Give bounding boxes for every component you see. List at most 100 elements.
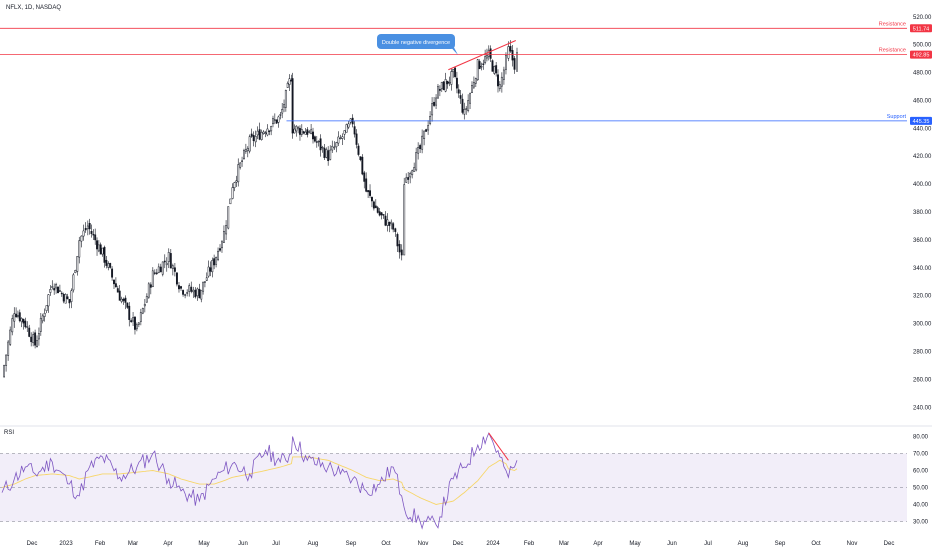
candle-up [205,277,208,281]
candle-up [222,231,225,243]
candle-up [207,266,210,277]
price-y-tick-label: 520.00 [913,15,932,21]
candle-up [273,119,276,121]
candle-down [169,253,172,269]
candle-up [132,317,135,322]
candle-down [126,302,129,308]
candle-down [275,119,278,124]
candle-down [363,172,366,182]
candle-down [268,130,271,132]
candle-down [28,327,31,337]
level-value-badge [910,50,932,59]
candle-up [293,128,296,134]
x-tick-label: Sep [346,541,357,547]
rsi-line [1,432,518,530]
candle-down [118,290,121,301]
candle-down [323,147,326,158]
price-y-tick-label: 500.00 [913,43,932,49]
candle-down [396,234,399,247]
price-y-tick-label: 340.00 [913,266,932,272]
rsi-pane: RSI [0,430,907,530]
candle-up [284,90,287,108]
candle-down [461,98,464,113]
candle-down [407,177,410,180]
candle-up [297,127,300,130]
candle-up [329,149,332,160]
rsi-y-tick-label: 70.00 [913,452,929,458]
candle-up [403,184,406,256]
candle-up [55,284,58,289]
candle-down [380,212,383,216]
candle-down [124,297,127,303]
candle-up [444,79,447,92]
candle-down [353,126,356,135]
candle-up [337,136,340,144]
candle-up [225,225,228,235]
rsi-ma-line [1,456,518,505]
candle-up [431,103,434,116]
candle-up [43,312,46,317]
candle-down [371,196,373,202]
candle-down [372,201,375,209]
candle-up [243,150,245,159]
candle-down [134,316,136,330]
candle-up [429,116,432,124]
candle-up [7,341,10,356]
candle-up [64,294,67,304]
candle-down [367,190,370,193]
candle-up [321,146,324,149]
x-tick-label: Jun [667,541,677,547]
candle-down [173,267,176,272]
candle-up [304,131,307,135]
candle-down [457,89,460,94]
candle-down [66,296,69,300]
candle-down [495,65,498,74]
candle-down [34,332,37,346]
rsi-y-tick-label: 30.00 [913,520,929,526]
candle-down [105,259,108,266]
candle-up [147,283,150,298]
candle-up [474,78,477,84]
candle-down [442,81,445,91]
candle-up [507,46,510,59]
candle-up [239,162,242,168]
level-value-label: 445.35 [913,119,930,125]
candle-up [80,235,83,242]
candle-up [283,104,285,108]
candle-up [143,303,146,307]
price-divergence-trendline [448,39,516,71]
candle-up [423,130,426,139]
candle-up [435,97,438,106]
rsi-title: RSI [4,430,14,436]
candle-up [472,82,475,88]
candle-down [361,156,364,175]
candle-down [419,145,422,150]
candle-down [68,299,71,304]
candle-down [60,292,63,295]
candle-up [203,281,206,283]
candle-down [114,283,117,288]
candle-up [286,83,289,88]
candle-down [57,286,59,294]
candle-down [109,263,112,268]
candle-up [165,262,168,266]
candle-up [188,285,191,292]
x-tick-label: Apr [163,541,172,547]
price-y-tick-label: 260.00 [913,377,932,383]
x-tick-label: Jul [704,541,712,547]
price-y-tick-label: 480.00 [913,71,932,77]
candle-up [448,81,451,84]
candle-up [217,250,220,260]
candle-up [5,354,8,366]
candle-up [233,182,236,188]
candle-down [149,284,152,288]
price-y-tick-label: 360.00 [913,238,932,244]
candle-down [22,318,25,324]
candle-down [175,272,178,285]
candle-down [511,50,514,61]
candle-up [500,76,503,87]
candle-down [497,74,499,87]
candle-up [272,118,274,125]
candle-up [505,55,507,70]
